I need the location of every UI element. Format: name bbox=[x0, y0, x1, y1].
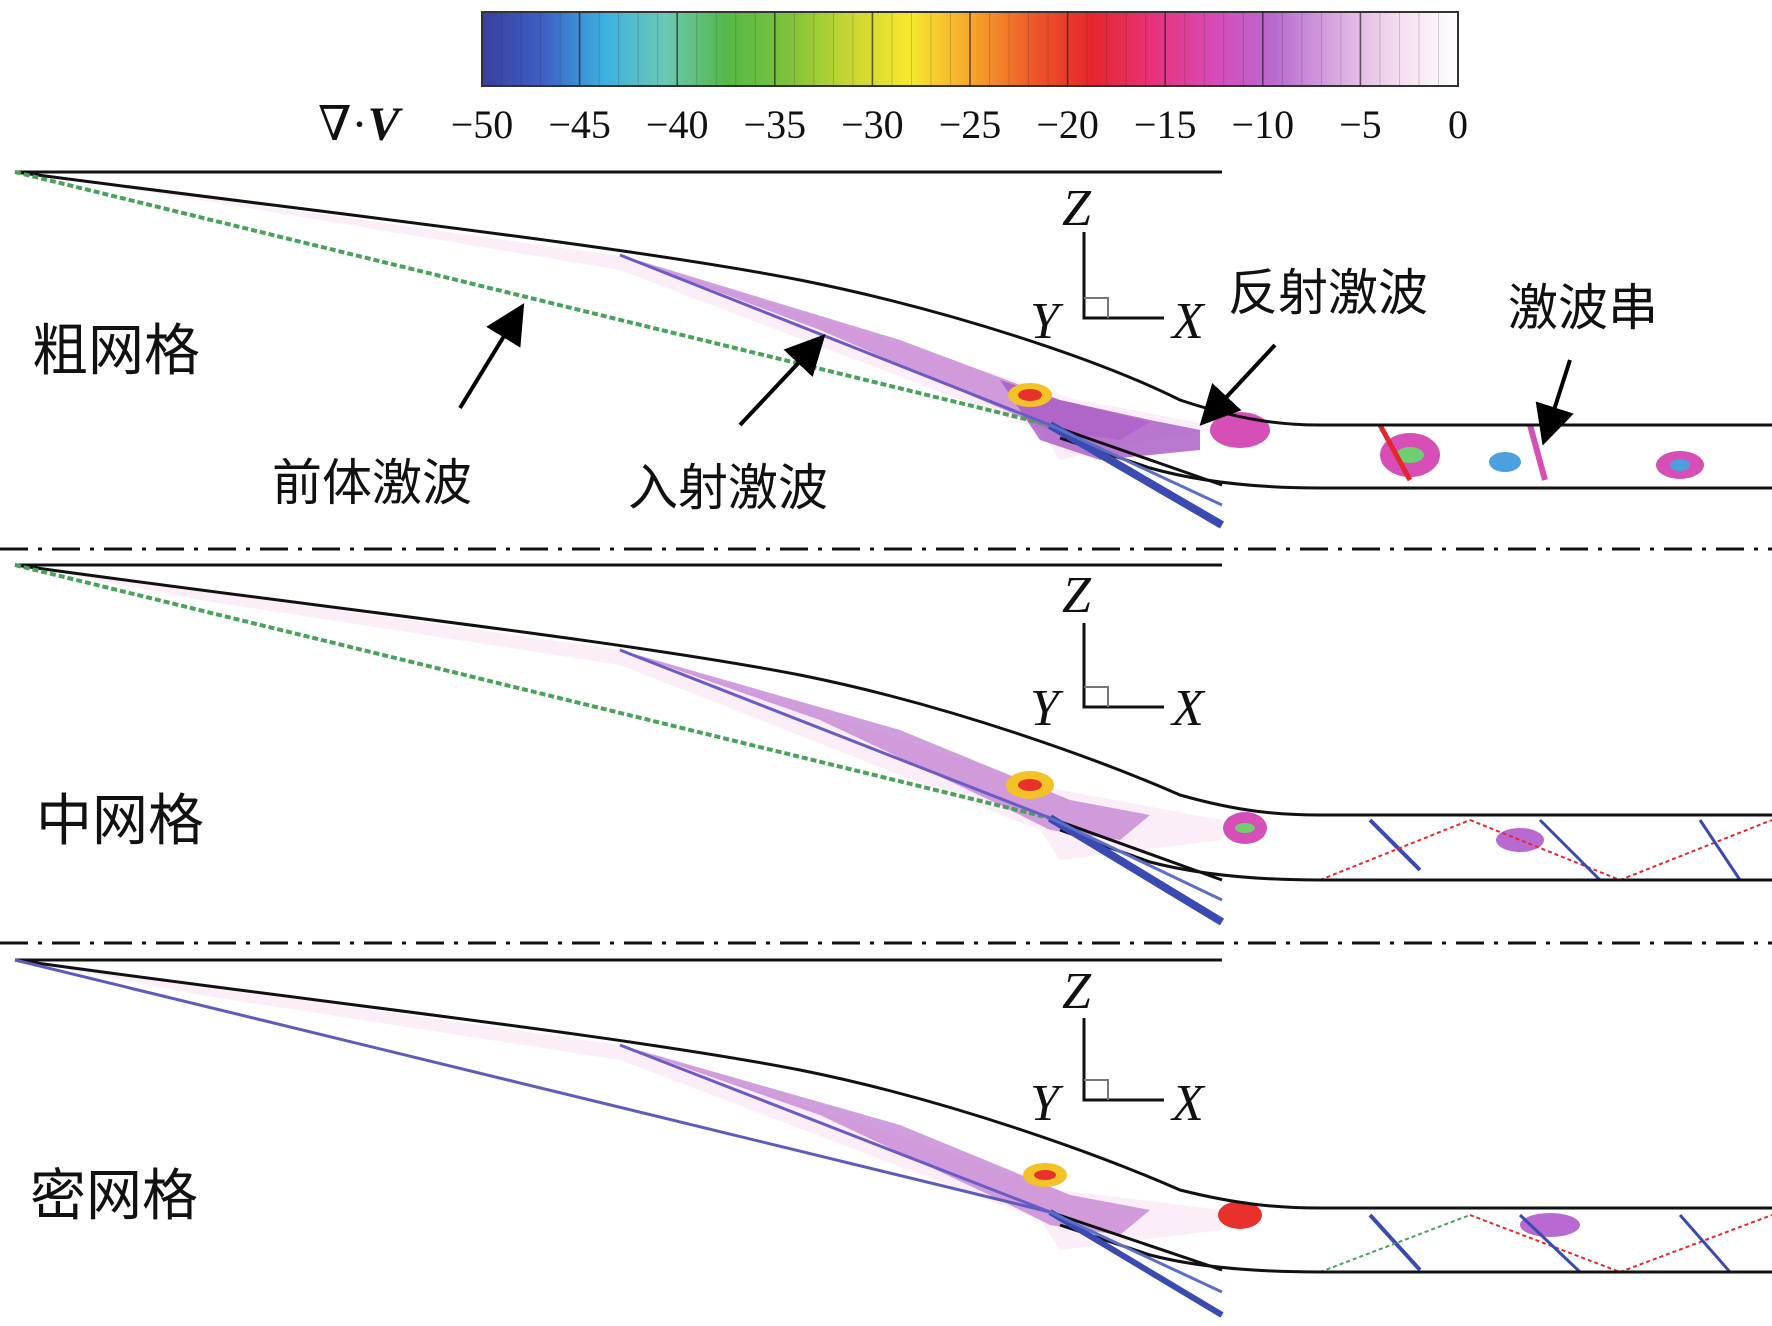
panel-fine-contour-field bbox=[20, 960, 1772, 1274]
panel-medium: Z Y X 中网格 bbox=[14, 563, 1772, 926]
colorbar-tick-label: −30 bbox=[841, 102, 904, 147]
axes-triad-coarse: Z Y X bbox=[1030, 180, 1206, 350]
panel-fine: Z Y X 密网格 bbox=[14, 958, 1772, 1318]
panel-coarse-label: 粗网格 bbox=[32, 319, 200, 384]
colorbar-tick-label: −40 bbox=[646, 102, 709, 147]
annotation-shock-train: 激波串 bbox=[1508, 279, 1658, 337]
axis-y-label: Y bbox=[1030, 1075, 1064, 1132]
colorbar-tick-label: −20 bbox=[1036, 102, 1099, 147]
axis-x-label: X bbox=[1170, 680, 1206, 737]
colorbar-symbol-nabla: ∇· bbox=[318, 98, 368, 151]
axis-x-label: X bbox=[1170, 1075, 1206, 1132]
colorbar-symbol: ∇·V bbox=[318, 98, 404, 151]
colorbar-tick-label: −5 bbox=[1339, 102, 1382, 147]
colorbar: −50 −45 −40 −35 −30 −25 −20 −15 −10 −5 0 ∇·V bbox=[318, 11, 1468, 151]
annotation-forebody-shock: 前体激波 bbox=[272, 454, 472, 512]
axes-triad-fine: Z Y X bbox=[1030, 963, 1206, 1132]
axis-z-label: Z bbox=[1062, 963, 1092, 1020]
panel-coarse-annotations: 前体激波 入射激波 反射激波 激波串 bbox=[272, 264, 1658, 517]
forebody-shock-arrow bbox=[458, 303, 525, 410]
colorbar-tick-label: −35 bbox=[744, 102, 807, 147]
axis-y-label: Y bbox=[1030, 680, 1064, 737]
axis-x-label: X bbox=[1170, 293, 1206, 350]
colorbar-tick-label: −50 bbox=[451, 102, 514, 147]
axis-z-label: Z bbox=[1062, 567, 1092, 624]
colorbar-tick-label: −45 bbox=[548, 102, 611, 147]
panel-medium-contour-field bbox=[20, 565, 1772, 882]
annotation-incident-shock: 入射激波 bbox=[628, 459, 828, 517]
panel-medium-shocks bbox=[14, 563, 1225, 926]
panel-fine-label: 密网格 bbox=[30, 1164, 198, 1229]
panel-coarse-contour-field bbox=[20, 172, 1704, 482]
colorbar-tick-labels: −50 −45 −40 −35 −30 −25 −20 −15 −10 −5 0 bbox=[451, 102, 1468, 147]
colorbar-tick-label: −10 bbox=[1232, 102, 1295, 147]
panel-fine-geometry bbox=[14, 958, 1772, 1274]
axis-z-label: Z bbox=[1062, 180, 1092, 237]
panel-medium-label: 中网格 bbox=[36, 789, 204, 854]
axis-y-label: Y bbox=[1030, 293, 1064, 350]
colorbar-tick-label: 0 bbox=[1448, 102, 1468, 147]
panel-medium-geometry bbox=[14, 563, 1772, 882]
incident-shock-arrow bbox=[738, 334, 826, 427]
panel-coarse-shocks bbox=[14, 170, 1225, 529]
colorbar-dividers bbox=[501, 12, 1439, 86]
colorbar-symbol-v: V bbox=[368, 98, 404, 151]
annotation-reflected-shock: 反射激波 bbox=[1228, 264, 1428, 322]
reflected-shock-arrow bbox=[1199, 343, 1277, 426]
panel-fine-shocks bbox=[14, 958, 1224, 1318]
axes-triad-medium: Z Y X bbox=[1030, 567, 1206, 737]
colorbar-tick-label: −15 bbox=[1134, 102, 1197, 147]
shock-train-arrow bbox=[1535, 359, 1574, 446]
panel-coarse: 前体激波 入射激波 反射激波 激波串 Z Y X 粗网格 bbox=[14, 170, 1772, 529]
colorbar-tick-label: −25 bbox=[939, 102, 1002, 147]
